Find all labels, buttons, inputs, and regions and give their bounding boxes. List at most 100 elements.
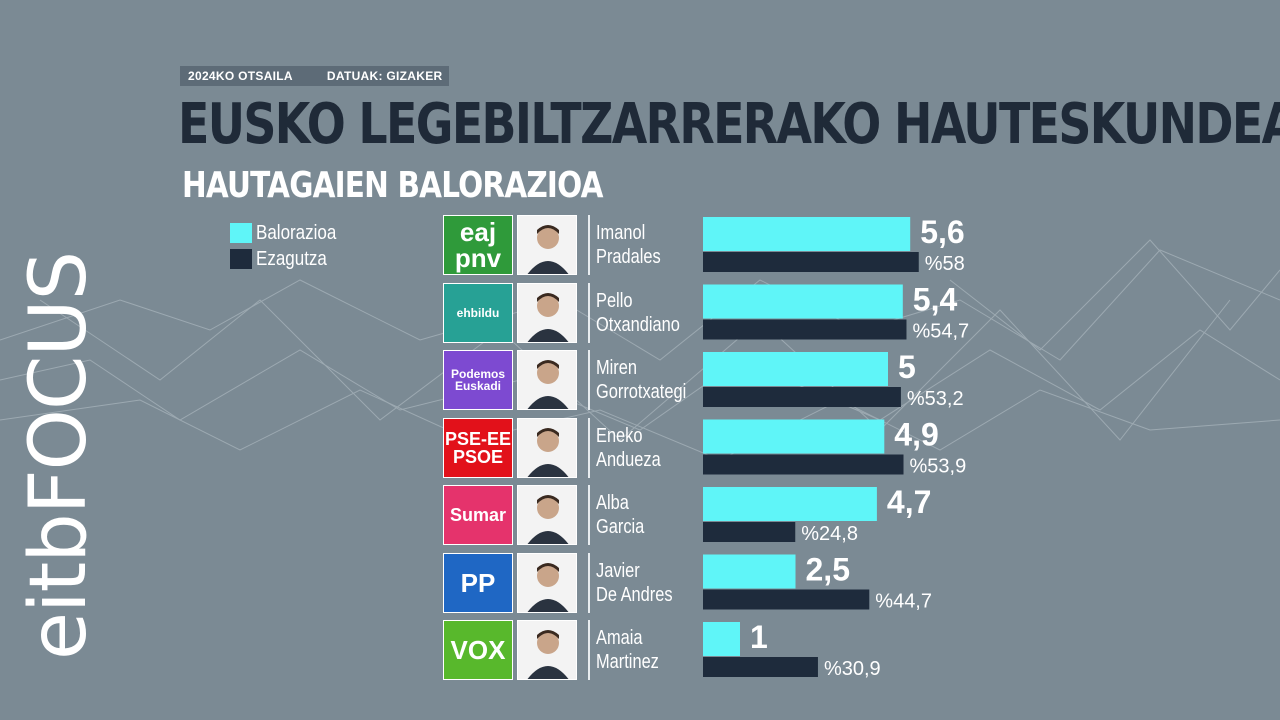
row-divider [588, 282, 590, 343]
candidate-photo [517, 215, 577, 275]
party-logo-line1: PP [460, 567, 496, 598]
rating-bar [703, 622, 740, 656]
party-logo-line1: ehbildu [456, 305, 500, 320]
party-logo-line1: VOX [450, 635, 506, 665]
recognition-label: %24,8 [801, 523, 858, 545]
candidate-photo [517, 282, 577, 343]
row-divider [588, 620, 590, 680]
candidate-photo [517, 552, 577, 613]
candidate-row: Sumar Alba Garcia [443, 485, 1243, 545]
chart-legend: Balorazioa Ezagutza [230, 220, 351, 272]
recognition-label: %53,2 [907, 388, 964, 410]
candidate-first-name: Miren [596, 357, 638, 379]
party-logo-line1: Sumar [449, 505, 507, 525]
party-logo-icon: eaj pnv [443, 215, 513, 275]
recognition-label: %30,9 [824, 658, 881, 680]
legend-label-recognition: Ezagutza [256, 247, 327, 270]
candidate-first-name: Amaia [596, 627, 643, 649]
rating-bar [703, 419, 885, 454]
rating-label: 5,4 [913, 282, 958, 318]
legend-swatch-rating [230, 223, 252, 243]
party-logo-line1: PSE-EE [444, 428, 512, 449]
row-divider [588, 215, 590, 275]
candidate-name: Pello Otxandiano [596, 289, 680, 337]
legend-item-rating: Balorazioa [230, 220, 351, 246]
candidate-row: ehbildu Pello Otxandiano [443, 282, 1243, 343]
party-logo-icon: ehbildu [443, 282, 513, 343]
recognition-label: %54,7 [912, 321, 969, 343]
rating-label: 2,5 [806, 552, 850, 588]
rating-bar [703, 487, 877, 521]
rating-label: 5,6 [920, 214, 964, 250]
candidate-row: eaj pnv Imanol Pradales [443, 215, 1243, 275]
row-divider [588, 552, 590, 613]
candidate-photo [517, 417, 577, 478]
party-logo-line2: Euskadi [454, 379, 501, 393]
recognition-bar [703, 522, 796, 542]
candidate-last-name: Gorrotxategi [596, 381, 687, 403]
legend-item-recognition: Ezagutza [230, 246, 351, 272]
party-logo-line1: Podemos [450, 367, 505, 381]
party-logo-icon: PP [443, 552, 513, 613]
candidate-first-name: Eneko [596, 424, 643, 447]
candidate-last-name: De Andres [596, 583, 673, 606]
rating-bar [703, 554, 796, 589]
candidate-first-name: Imanol [596, 222, 646, 244]
recognition-label: %58 [925, 253, 965, 275]
candidate-name: Alba Garcia [596, 491, 644, 539]
recognition-label: %53,9 [910, 456, 967, 478]
candidate-row: Podemos Euskadi Miren Gorrotxategi [443, 350, 1243, 410]
date-tag: 2024KO OTSAILA [180, 66, 301, 86]
rating-label: 5 [898, 349, 916, 385]
candidate-last-name: Pradales [596, 246, 661, 268]
header-tags: 2024KO OTSAILA DATUAK: GIZAKER [180, 66, 449, 86]
candidate-last-name: Andueza [596, 448, 661, 471]
party-logo-icon: PSE-EE PSOE [443, 417, 513, 478]
candidate-row: PSE-EE PSOE Eneko Andueza [443, 417, 1243, 478]
row-divider [588, 485, 590, 545]
row-divider [588, 417, 590, 478]
recognition-label: %44,7 [875, 591, 932, 613]
recognition-bar [703, 657, 818, 677]
candidate-name: Amaia Martinez [596, 626, 659, 674]
candidate-row: VOX Amaia Martinez [443, 620, 1243, 680]
party-logo-icon: Podemos Euskadi [443, 350, 513, 410]
candidate-name: Eneko Andueza [596, 424, 661, 472]
rating-bar [703, 352, 888, 386]
party-logo-icon: VOX [443, 620, 513, 680]
rating-label: 4,9 [894, 417, 938, 453]
recognition-bar [703, 589, 870, 610]
candidate-last-name: Martinez [596, 651, 659, 673]
row-divider [588, 350, 590, 410]
party-logo-line2: pnv [454, 243, 502, 273]
recognition-bar [703, 387, 901, 407]
candidate-last-name: Garcia [596, 516, 645, 538]
source-tag: DATUAK: GIZAKER [300, 66, 449, 86]
legend-label-rating: Balorazioa [256, 221, 337, 244]
legend-swatch-recognition [230, 249, 252, 269]
rating-bar [703, 217, 911, 251]
candidate-first-name: Pello [596, 289, 633, 312]
candidate-name: Miren Gorrotxategi [596, 356, 686, 404]
party-logo-icon: Sumar [443, 485, 513, 545]
candidate-name: Javier De Andres [596, 559, 673, 607]
candidate-photo [517, 620, 577, 680]
candidate-name: Imanol Pradales [596, 221, 661, 269]
rating-label: 1 [750, 619, 768, 655]
rating-label: 4,7 [887, 484, 931, 520]
rating-bar [703, 284, 903, 319]
recognition-bar [703, 252, 919, 272]
candidate-photo [517, 485, 577, 545]
recognition-bar [703, 319, 907, 340]
candidate-last-name: Otxandiano [596, 313, 680, 336]
party-logo-line1: eaj [459, 217, 497, 247]
recognition-bar [703, 454, 904, 475]
page-title: EUSKO LEGEBILTZARRERAKO HAUTESKUNDEAK [178, 92, 1280, 157]
candidate-first-name: Javier [596, 559, 640, 582]
candidate-first-name: Alba [596, 492, 629, 514]
candidate-row: PP Javier De Andres [443, 552, 1243, 613]
party-logo-line2: PSOE [452, 446, 504, 467]
candidate-photo [517, 350, 577, 410]
